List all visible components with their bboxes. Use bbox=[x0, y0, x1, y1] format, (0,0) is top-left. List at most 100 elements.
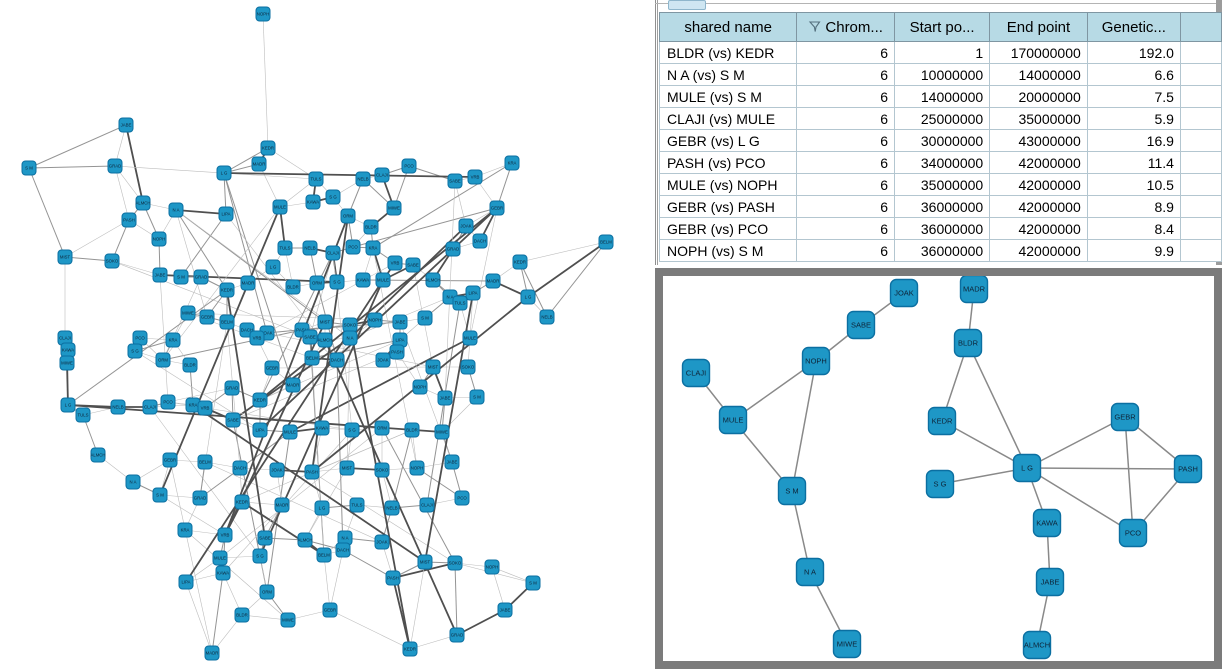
network-node[interactable]: NELB bbox=[110, 399, 126, 415]
network-node[interactable]: CLAJI bbox=[419, 497, 435, 513]
network-node-MADR[interactable]: MADR bbox=[959, 276, 989, 304]
network-node[interactable]: L G bbox=[265, 259, 281, 275]
network-node[interactable]: MIWE bbox=[180, 305, 196, 321]
network-node[interactable]: ORM bbox=[155, 352, 171, 368]
network-node[interactable]: MADR bbox=[240, 275, 256, 291]
network-node[interactable]: L G bbox=[60, 397, 76, 413]
network-node[interactable]: MIWE bbox=[434, 424, 450, 440]
network-node[interactable]: S G bbox=[344, 422, 360, 438]
network-node[interactable]: S G bbox=[329, 274, 345, 290]
network-node[interactable]: JABE bbox=[152, 267, 168, 283]
network-node-JABE[interactable]: JABE bbox=[1035, 567, 1065, 597]
network-node[interactable]: LIPA bbox=[178, 574, 194, 590]
network-node[interactable]: MADR bbox=[251, 156, 267, 172]
column-header-start-po-[interactable]: Start po... bbox=[893, 12, 991, 42]
network-node[interactable]: PCO bbox=[345, 239, 361, 255]
network-node[interactable]: S M bbox=[152, 487, 168, 503]
table-row[interactable]: MULE (vs) S M 6 14000000 20000000 7.5 bbox=[658, 85, 1222, 108]
network-node[interactable]: GRAD bbox=[224, 380, 240, 396]
network-node-KEDR[interactable]: KEDR bbox=[927, 406, 957, 436]
network-node[interactable]: NOPH bbox=[367, 312, 383, 328]
network-node[interactable]: BLDR bbox=[234, 607, 250, 623]
network-node-BLDR[interactable]: BLDR bbox=[953, 328, 983, 358]
network-node-LG[interactable]: L G bbox=[1012, 453, 1042, 483]
network-node-CLAJI[interactable]: CLAJI bbox=[681, 358, 711, 388]
network-node-SM[interactable]: S M bbox=[777, 476, 807, 506]
network-node[interactable]: N A bbox=[125, 474, 141, 490]
network-node[interactable]: JOAK bbox=[269, 462, 285, 478]
network-node[interactable]: NOPH bbox=[255, 6, 271, 22]
network-node[interactable]: TULS bbox=[75, 407, 91, 423]
network-node[interactable]: JABE bbox=[497, 602, 513, 618]
network-node[interactable]: TULS bbox=[308, 171, 324, 187]
network-node[interactable]: GEBR bbox=[264, 360, 280, 376]
network-node[interactable]: VRB bbox=[387, 255, 403, 271]
network-node[interactable]: ALMCH bbox=[317, 332, 333, 348]
network-node[interactable]: S G bbox=[127, 343, 143, 359]
network-node[interactable]: GRAD bbox=[449, 627, 465, 643]
network-node[interactable]: BELM bbox=[219, 314, 235, 330]
network-node[interactable]: MIWE bbox=[59, 355, 75, 371]
network-node[interactable]: GEBR bbox=[322, 602, 338, 618]
network-node[interactable]: KEDR bbox=[260, 140, 276, 156]
network-node[interactable]: MIWE bbox=[386, 200, 402, 216]
network-node[interactable]: L G bbox=[314, 500, 330, 516]
network-node[interactable]: MIST bbox=[425, 359, 441, 375]
network-node[interactable]: NELB bbox=[355, 171, 371, 187]
network-node[interactable]: MULE bbox=[282, 424, 298, 440]
network-node[interactable]: KRA bbox=[504, 155, 520, 171]
network-node[interactable]: PCO bbox=[454, 490, 470, 506]
network-node[interactable]: PCO bbox=[132, 330, 148, 346]
network-node[interactable]: BELM bbox=[304, 350, 320, 366]
network-node[interactable]: BELM bbox=[598, 234, 614, 250]
network-node[interactable]: NELB bbox=[302, 240, 318, 256]
network-node[interactable]: LIPA bbox=[218, 206, 234, 222]
network-node[interactable]: CLAJI bbox=[325, 245, 341, 261]
network-node-GEBR[interactable]: GEBR bbox=[1110, 402, 1140, 432]
network-node[interactable]: GRAD bbox=[107, 158, 123, 174]
network-node[interactable]: PCO bbox=[160, 394, 176, 410]
network-node[interactable]: MADR bbox=[204, 645, 220, 661]
network-node[interactable]: S M bbox=[173, 269, 189, 285]
network-node[interactable]: NELB bbox=[384, 500, 400, 516]
network-node[interactable]: MADR bbox=[485, 273, 501, 289]
network-node[interactable]: N A bbox=[342, 330, 358, 346]
network-node[interactable]: SOKO bbox=[374, 462, 390, 478]
network-node[interactable]: VRB bbox=[217, 527, 233, 543]
network-node[interactable]: VRB bbox=[249, 330, 265, 346]
network-node[interactable]: MULE bbox=[462, 330, 478, 346]
network-node[interactable]: N A bbox=[168, 202, 184, 218]
network-node-SABE[interactable]: SABE bbox=[846, 310, 876, 340]
column-header-shared-name[interactable]: shared name bbox=[658, 12, 798, 42]
table-row[interactable]: MULE (vs) NOPH 6 35000000 42000000 10.5 bbox=[658, 173, 1222, 196]
network-node[interactable]: S G bbox=[325, 189, 341, 205]
network-node[interactable]: TULS bbox=[452, 295, 468, 311]
network-node[interactable]: TULS bbox=[277, 240, 293, 256]
network-node[interactable]: JOAK bbox=[375, 352, 391, 368]
network-node[interactable]: BELM bbox=[197, 454, 213, 470]
network-node-KAWA[interactable]: KAWA bbox=[1032, 508, 1062, 538]
network-node[interactable]: CLAJI bbox=[142, 399, 158, 415]
network-node[interactable]: SABE bbox=[302, 329, 318, 345]
network-node[interactable]: SABE bbox=[405, 257, 421, 273]
network-node[interactable]: CLAJI bbox=[374, 167, 390, 183]
network-node[interactable]: ALMCH bbox=[135, 195, 151, 211]
network-node[interactable]: S M bbox=[21, 160, 37, 176]
network-node[interactable]: PCO bbox=[401, 158, 417, 174]
network-node[interactable]: PASH bbox=[389, 344, 405, 360]
network-node[interactable]: DACH bbox=[232, 460, 248, 476]
table-row[interactable]: BLDR (vs) KEDR 6 1 170000000 192.0 bbox=[658, 41, 1222, 64]
network-node[interactable]: PASH bbox=[385, 570, 401, 586]
network-node[interactable]: ORM bbox=[374, 420, 390, 436]
column-header-chrom-[interactable]: Chrom... bbox=[796, 12, 895, 42]
network-node[interactable]: NOPH bbox=[484, 559, 500, 575]
network-node[interactable]: KAWA bbox=[355, 272, 371, 288]
network-node[interactable]: KAWA bbox=[305, 194, 321, 210]
network-node[interactable]: GEBR bbox=[199, 309, 215, 325]
network-node-NOPH[interactable]: NOPH bbox=[801, 346, 831, 376]
network-node[interactable]: DACH bbox=[329, 352, 345, 368]
network-node[interactable]: MULE bbox=[375, 272, 391, 288]
network-node[interactable]: PASH bbox=[121, 212, 137, 228]
network-node[interactable]: BLDR bbox=[363, 219, 379, 235]
